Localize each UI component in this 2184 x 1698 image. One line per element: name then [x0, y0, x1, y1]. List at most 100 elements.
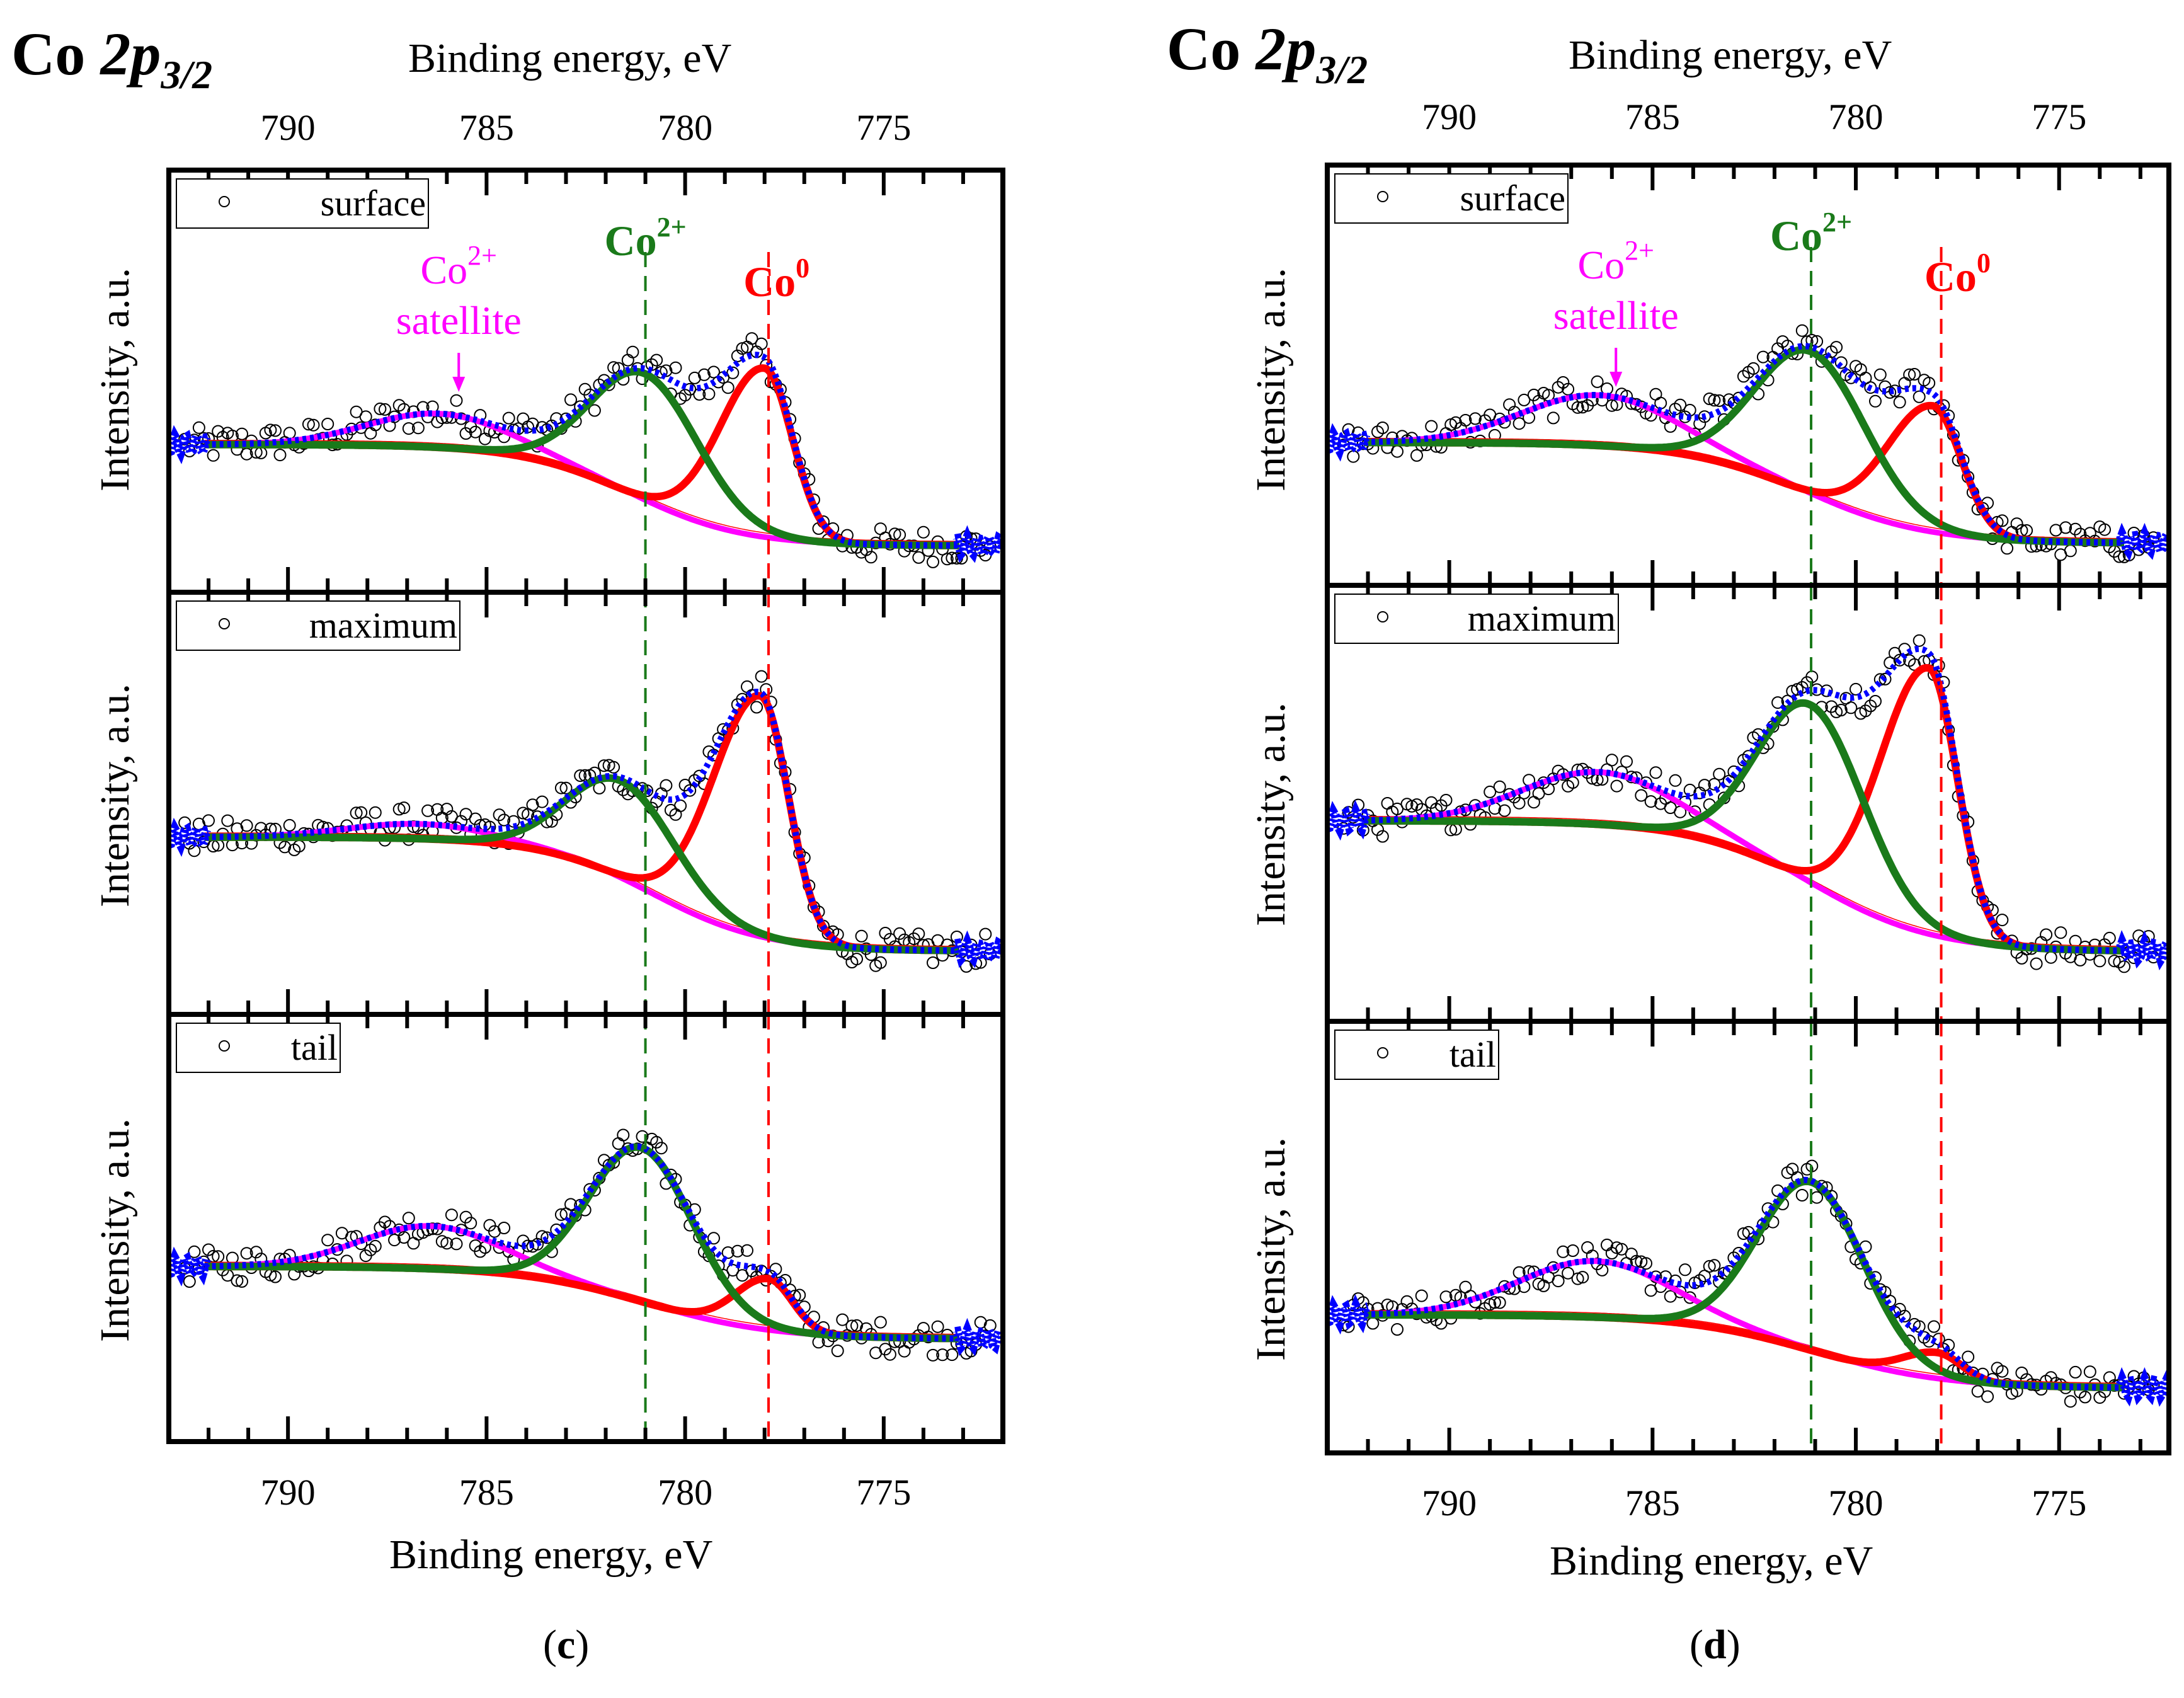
title-element: Co	[11, 20, 101, 88]
legend-label: tail	[1449, 1034, 1496, 1075]
data-point	[221, 814, 234, 827]
data-point	[1581, 1241, 1594, 1254]
data-point	[1834, 356, 1848, 369]
data-point	[617, 1128, 630, 1142]
edge-noise-line	[1327, 1294, 1371, 1335]
co2-component	[1364, 346, 2124, 547]
data-point	[2059, 521, 2073, 534]
data-point	[883, 1348, 896, 1361]
data-point	[1391, 445, 1404, 458]
data-point	[1376, 830, 1389, 843]
data-point	[1557, 1245, 1570, 1258]
title-element: Co	[1167, 15, 1256, 83]
envelope-fit	[204, 689, 959, 954]
edge-noise	[1327, 1294, 2169, 1407]
panel-frame	[1325, 1019, 2171, 1455]
data-point	[450, 1237, 463, 1251]
legend-box	[176, 600, 460, 651]
legend: surface	[1334, 173, 1569, 224]
data-point	[1518, 393, 1531, 406]
data-point	[1713, 767, 1726, 781]
data-point	[469, 812, 482, 825]
data-point	[850, 953, 863, 966]
data-point	[1830, 341, 1843, 354]
data-point	[535, 795, 549, 808]
data-point	[1708, 777, 1721, 791]
data-point	[755, 670, 768, 683]
data-point	[1893, 396, 1906, 409]
satellite-component	[204, 821, 959, 954]
data-point	[321, 1234, 334, 1247]
data-point	[2103, 931, 2116, 944]
annotation-superscript: 2+	[1822, 207, 1852, 238]
data-point	[207, 449, 220, 462]
data-point	[874, 956, 887, 969]
data-point	[655, 1142, 668, 1155]
data-point	[588, 404, 601, 417]
data-point	[745, 332, 758, 345]
data-point	[912, 551, 925, 564]
data-point	[2083, 1365, 2096, 1379]
data-point	[1552, 381, 1565, 394]
data-point	[1571, 401, 1584, 414]
data-point	[755, 337, 768, 350]
data-point	[1488, 1296, 1501, 1309]
data-point	[202, 1243, 215, 1256]
caption-d: (d)	[1689, 1622, 1741, 1668]
annotation-text: Co2+	[1577, 235, 1654, 287]
envelope-fit	[204, 1143, 959, 1342]
data-point	[946, 1348, 959, 1362]
co0-component	[204, 364, 959, 549]
data-point	[931, 1320, 944, 1333]
data-point	[726, 366, 740, 379]
data-point	[554, 1208, 568, 1221]
top-tick-label: 780	[658, 107, 712, 148]
co0-component	[204, 692, 959, 955]
data-point	[1703, 1259, 1716, 1273]
data-point	[2113, 550, 2126, 563]
arrow-down-icon	[452, 377, 466, 392]
data-point	[707, 365, 720, 379]
legend-marker-icon	[1377, 191, 1388, 202]
data-point	[1737, 1227, 1750, 1240]
data-point	[2113, 955, 2126, 968]
data-point	[264, 423, 277, 437]
data-point	[1859, 704, 1872, 718]
title-subscript: 3/2	[161, 52, 213, 97]
data-point	[1912, 390, 1926, 403]
data-point	[1912, 634, 1926, 647]
background-line-thin	[204, 440, 959, 542]
chart-c: 790 790 785 785 780 780 775 775 surface Co2+ Co0 Co…	[166, 107, 1005, 1513]
bottom-tick-label: 775	[856, 1472, 911, 1513]
panel-frame	[166, 168, 1005, 595]
co2-component	[1364, 699, 2125, 955]
annotation-superscript: 0	[796, 253, 809, 284]
data-point	[736, 342, 749, 355]
edge-noise-line	[2115, 930, 2169, 971]
data-point	[1893, 653, 1906, 667]
legend-label: maximum	[309, 605, 457, 646]
data-point	[1512, 796, 1526, 810]
data-point	[874, 1316, 887, 1329]
edge-noise	[1327, 422, 2169, 562]
data-point	[741, 680, 753, 693]
edge-noise-line	[2116, 1367, 2169, 1407]
data-point	[459, 427, 472, 440]
bottom-tick-label: 775	[2032, 1483, 2086, 1523]
co2-component	[1364, 1177, 2125, 1392]
annotation-co0: Co0	[1924, 248, 1991, 301]
bottom-xlabel-c: Binding energy, eV	[389, 1532, 713, 1578]
panel-frame	[166, 1012, 1005, 1444]
data-point	[564, 393, 577, 406]
edge-noise	[169, 424, 1003, 565]
data-point	[669, 808, 682, 821]
data-point	[2064, 544, 2077, 558]
data-point	[498, 1222, 511, 1234]
edge-noise-line	[169, 817, 211, 857]
top-tick-label: 790	[1422, 96, 1477, 137]
legend-marker-icon	[219, 618, 230, 629]
legend-marker-icon	[1377, 1047, 1388, 1058]
legend: tail	[176, 1023, 341, 1073]
data-point	[936, 1348, 949, 1362]
data-points	[178, 670, 997, 973]
